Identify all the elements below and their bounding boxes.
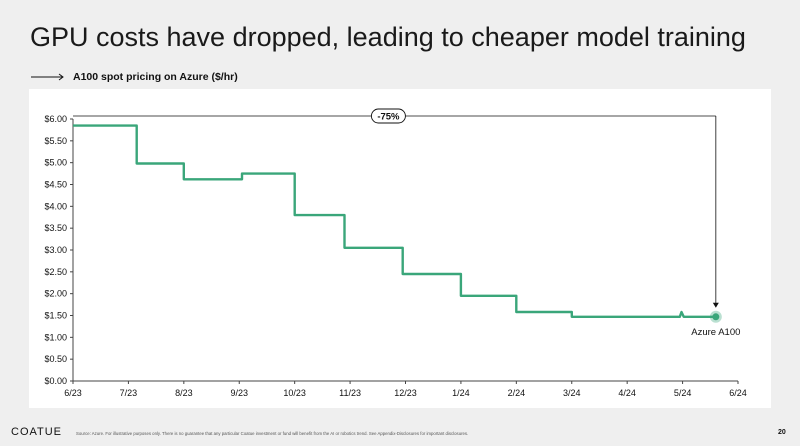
x-tick-label: 6/24	[729, 388, 747, 398]
x-tick-label: 11/23	[339, 388, 361, 398]
y-tick-label: $6.00	[44, 114, 67, 124]
annotation-label: -75%	[377, 112, 400, 123]
x-tick-label: 3/24	[563, 388, 581, 398]
x-tick-label: 7/23	[120, 388, 138, 398]
y-tick-label: $1.00	[44, 332, 67, 342]
x-tick-label: 12/23	[394, 388, 417, 398]
chart-panel: $0.00 $0.50 $1.00 $1.50 $2.00 $2.50 $3.00 $3.50…	[29, 89, 771, 408]
y-tick-label: $3.00	[44, 245, 67, 255]
y-tick-label: $4.00	[44, 201, 67, 211]
y-tick-label: $0.00	[44, 376, 67, 386]
x-tick-label: 10/23	[283, 388, 306, 398]
y-tick-label: $3.50	[44, 223, 67, 233]
arrow-right-icon	[31, 73, 64, 81]
brand-logo: COATUE	[11, 426, 63, 438]
series-line-azure-a100	[73, 124, 716, 319]
y-tick-label: $1.50	[44, 311, 67, 321]
y-tick-label: $5.50	[44, 136, 67, 146]
price-chart: $0.00 $0.50 $1.00 $1.50 $2.00 $2.50 $3.00 $3.50…	[44, 108, 747, 398]
y-tick-label: $2.00	[44, 289, 67, 299]
annotation-arrowhead	[712, 302, 719, 308]
chart-subtitle: A100 spot pricing on Azure ($/hr)	[73, 71, 238, 83]
end-label: Azure A100	[691, 327, 740, 338]
x-tick-label: 9/23	[230, 388, 248, 398]
y-tick-label: $5.00	[44, 158, 67, 168]
page-number: 20	[778, 429, 786, 436]
x-tick-label: 6/23	[64, 388, 82, 398]
y-tick-label: $0.50	[44, 354, 67, 364]
annotation-pill	[370, 108, 406, 124]
source-note: Source: Azure. For illustrative purposes…	[76, 431, 469, 436]
chart-subtitle-row: A100 spot pricing on Azure ($/hr)	[31, 70, 238, 84]
end-marker	[712, 313, 720, 321]
y-tick-label: $4.50	[44, 180, 67, 190]
y-tick-label: $2.50	[44, 267, 67, 277]
x-tick-label: 5/24	[674, 388, 692, 398]
x-tick-label: 8/23	[175, 388, 193, 398]
x-tick-label: 4/24	[618, 388, 636, 398]
page-title: GPU costs have dropped, leading to cheap…	[30, 22, 746, 52]
x-tick-label: 2/24	[508, 388, 526, 398]
x-tick-label: 1/24	[452, 388, 470, 398]
